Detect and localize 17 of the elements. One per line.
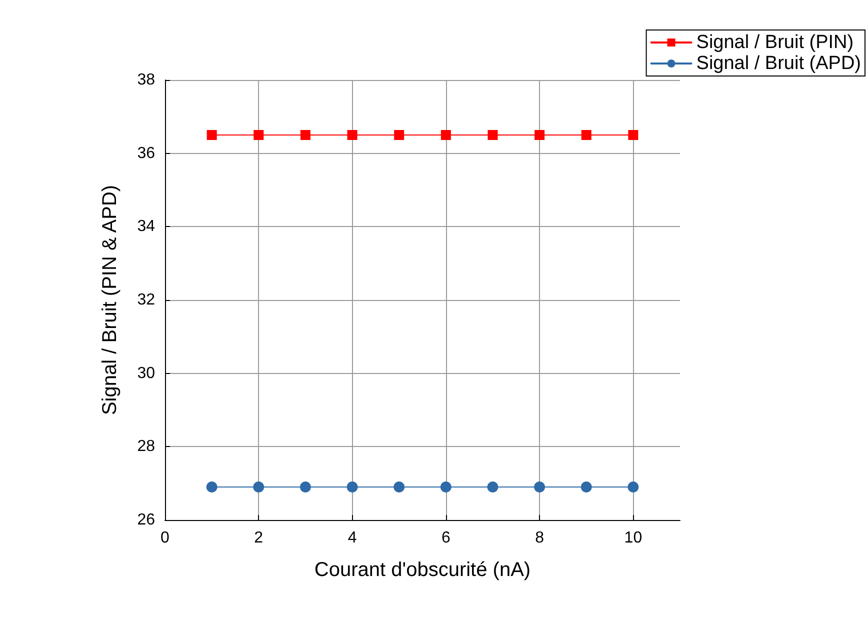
x-tick-label: 2 <box>254 530 264 546</box>
x-tick-label: 6 <box>441 530 450 546</box>
y-tick-label: 36 <box>137 144 156 162</box>
y-tick-label: 26 <box>137 512 156 528</box>
x-tick-label: 0 <box>160 530 170 546</box>
y-tick-label: 38 <box>137 72 156 88</box>
x-tick-label: 8 <box>535 530 544 546</box>
y-axis-title: Signal / Bruit (PIN & APD) <box>99 184 121 416</box>
legend-label: Signal / Bruit (APD) <box>696 53 862 74</box>
legend-label: Signal / Bruit (PIN) <box>696 32 854 53</box>
x-axis-title: Courant d'obscurité (nA) <box>314 559 531 581</box>
y-tick-label: 30 <box>137 364 156 382</box>
y-tick-label: 28 <box>137 438 156 456</box>
y-tick-label: 32 <box>137 292 156 308</box>
y-tick-label: 34 <box>137 218 156 236</box>
x-tick-label: 4 <box>348 530 357 546</box>
x-tick-label: 10 <box>624 530 642 546</box>
